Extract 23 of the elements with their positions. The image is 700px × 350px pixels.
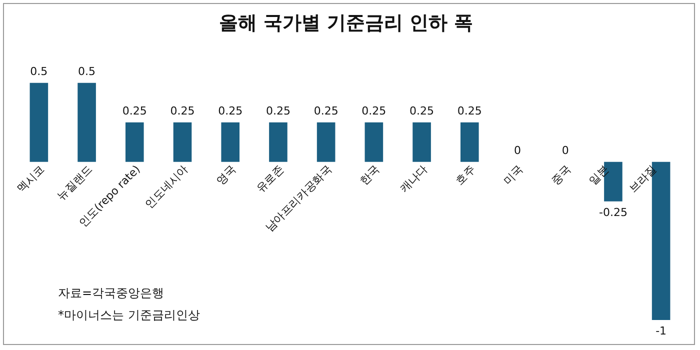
annotation: 자료=각국중앙은행 <box>58 285 166 302</box>
data-label: 0.25 <box>457 104 482 118</box>
x-tick-label: 호주 <box>453 162 478 188</box>
data-label: 0.25 <box>218 104 243 118</box>
x-tick-label: 일본 <box>586 162 612 188</box>
data-label: -1 <box>656 324 667 338</box>
data-label: 0.25 <box>170 104 195 118</box>
x-tick-label: 미국 <box>500 162 526 188</box>
data-label: 0.25 <box>266 104 290 118</box>
data-label: 0.5 <box>30 65 48 78</box>
data-label: 0.25 <box>314 104 338 118</box>
data-label: -0.25 <box>598 206 628 219</box>
x-tick-label: 중국 <box>548 162 574 188</box>
data-label: 0.25 <box>410 104 434 118</box>
data-label: 0 <box>562 144 569 158</box>
x-tick-label: 한국 <box>357 162 382 188</box>
chart-title: 올해 국가별 기준금리 인하 폭 <box>218 11 474 36</box>
x-tick-label: 영국 <box>214 162 238 188</box>
data-label: 0 <box>514 144 521 158</box>
data-label: 0.25 <box>362 104 386 118</box>
data-label: 0.25 <box>122 104 147 118</box>
annotation: *마이너스는 기준금리인상 <box>58 307 200 324</box>
data-label: 0.5 <box>78 65 96 78</box>
